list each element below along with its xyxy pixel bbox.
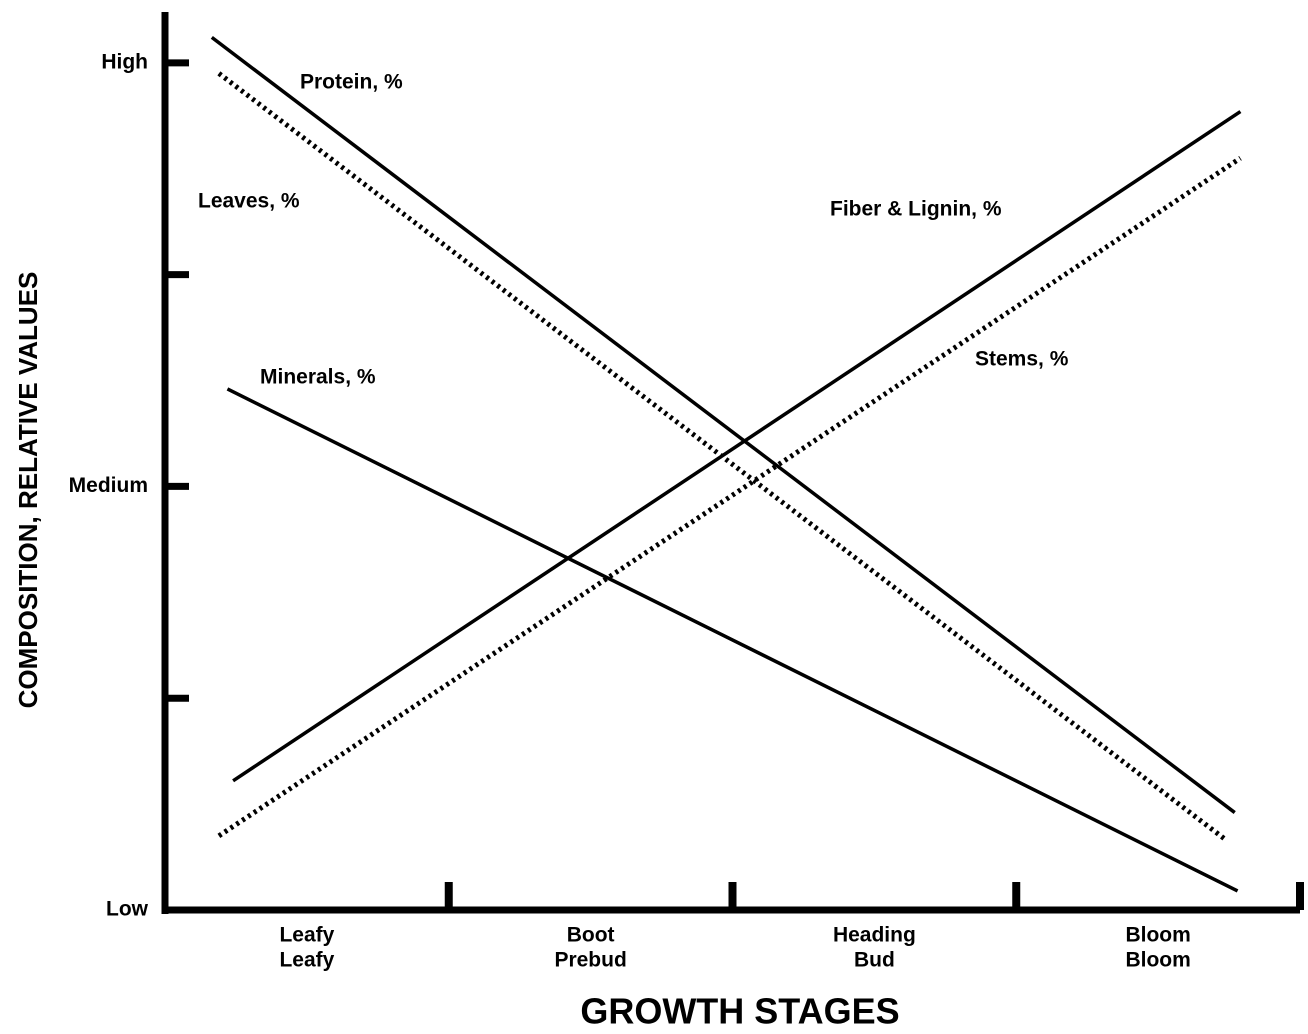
- series-line: [212, 37, 1235, 812]
- series-line: [219, 158, 1241, 836]
- series-line: [233, 112, 1240, 781]
- series-label: Fiber & Lignin, %: [830, 198, 1002, 221]
- x-tick-label-line2: Leafy: [279, 949, 334, 972]
- series-label: Stems, %: [975, 348, 1069, 371]
- series-label: Leaves, %: [198, 190, 300, 213]
- y-tick-label: High: [101, 50, 148, 73]
- x-tick-label: Bloom: [1125, 924, 1190, 947]
- y-axis-title: COMPOSITION, RELATIVE VALUES: [13, 272, 43, 709]
- series-label: Minerals, %: [260, 366, 376, 389]
- y-tick-label: Medium: [69, 474, 148, 497]
- x-tick-label: Boot: [567, 924, 615, 947]
- x-tick-label-line2: Prebud: [554, 949, 626, 972]
- x-tick-label: Heading: [833, 924, 916, 947]
- chart: COMPOSITION, RELATIVE VALUES GROWTH STAG…: [0, 0, 1308, 1034]
- x-tick-label: Leafy: [279, 924, 334, 947]
- series-label: Protein, %: [300, 71, 403, 94]
- x-tick-label-line2: Bloom: [1125, 949, 1190, 972]
- x-tick-label-line2: Bud: [854, 949, 895, 972]
- y-tick-label: Low: [106, 898, 149, 921]
- x-axis-title: GROWTH STAGES: [580, 991, 899, 1032]
